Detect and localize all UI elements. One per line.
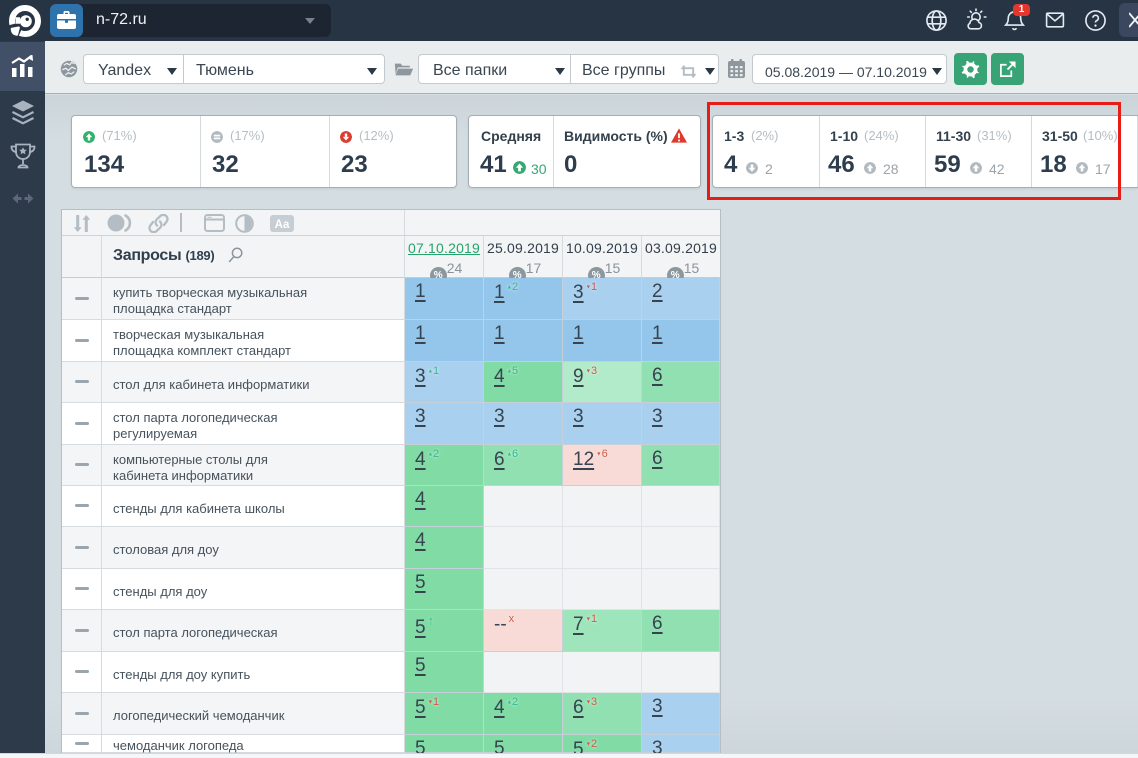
svg-text:Aa: Aa: [275, 219, 290, 231]
